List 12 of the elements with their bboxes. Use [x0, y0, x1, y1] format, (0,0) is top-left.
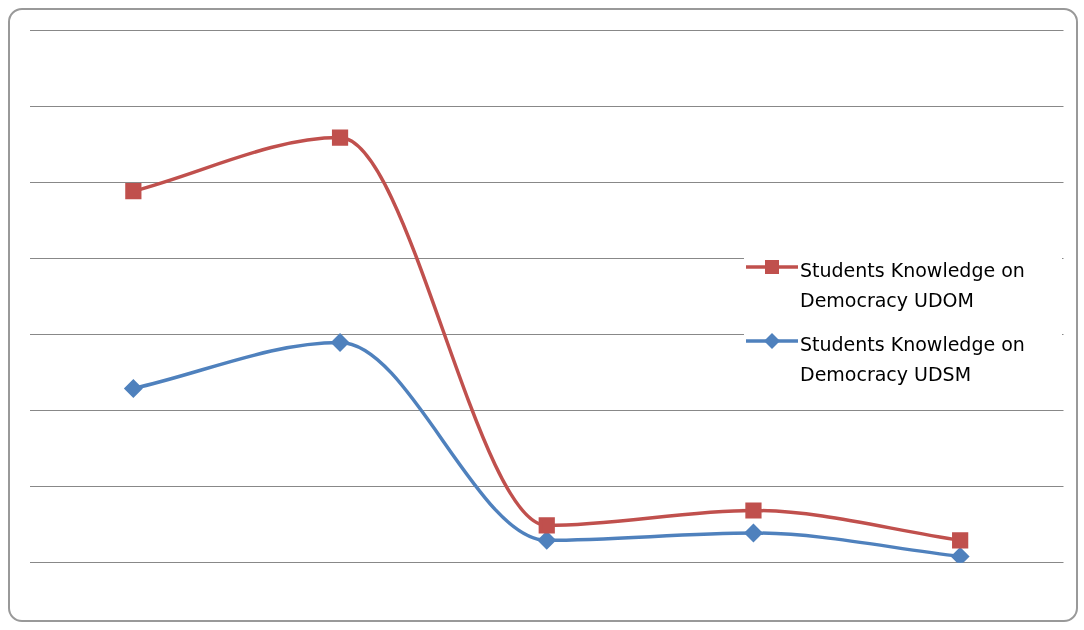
- legend-label: Students Knowledge on Democracy UDOM: [800, 258, 1026, 313]
- point: [125, 183, 142, 200]
- point: [331, 129, 349, 146]
- point: [538, 517, 555, 534]
- point: [744, 524, 763, 542]
- point: [124, 379, 143, 398]
- point: [538, 531, 556, 550]
- point: [952, 532, 969, 549]
- point: [745, 502, 762, 519]
- point: [331, 333, 349, 352]
- point: [951, 547, 969, 563]
- legend-label: Students Knowledge on Democracy UDSM: [800, 332, 1026, 387]
